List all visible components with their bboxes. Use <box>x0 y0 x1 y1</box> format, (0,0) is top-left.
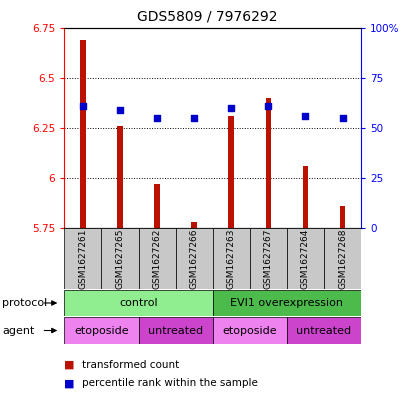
Text: EVI1 overexpression: EVI1 overexpression <box>230 298 343 308</box>
Text: untreated: untreated <box>296 325 352 336</box>
Text: GSM1627264: GSM1627264 <box>301 228 310 288</box>
Text: GSM1627268: GSM1627268 <box>338 228 347 288</box>
Point <box>117 107 123 113</box>
Text: transformed count: transformed count <box>82 360 179 370</box>
Text: GSM1627263: GSM1627263 <box>227 228 236 288</box>
Text: GDS5809 / 7976292: GDS5809 / 7976292 <box>137 10 278 24</box>
Text: GSM1627266: GSM1627266 <box>190 228 199 288</box>
Bar <box>213 228 250 289</box>
Bar <box>191 222 197 228</box>
Bar <box>101 228 139 289</box>
Bar <box>80 40 85 228</box>
Bar <box>287 228 324 289</box>
Text: GSM1627267: GSM1627267 <box>264 228 273 288</box>
Text: GSM1627265: GSM1627265 <box>115 228 124 288</box>
Bar <box>154 184 160 228</box>
Bar <box>213 317 287 344</box>
Point <box>154 115 160 121</box>
Text: ■: ■ <box>64 378 75 388</box>
Bar <box>228 116 234 228</box>
Bar <box>287 317 361 344</box>
Text: GSM1627262: GSM1627262 <box>153 228 161 288</box>
Text: etoposide: etoposide <box>74 325 129 336</box>
Bar <box>64 317 139 344</box>
Text: protocol: protocol <box>2 298 47 308</box>
Bar <box>64 228 101 289</box>
Text: ■: ■ <box>64 360 75 370</box>
Text: percentile rank within the sample: percentile rank within the sample <box>82 378 258 388</box>
Text: untreated: untreated <box>148 325 203 336</box>
Text: etoposide: etoposide <box>222 325 277 336</box>
Text: control: control <box>119 298 158 308</box>
Bar <box>303 166 308 228</box>
Text: GSM1627261: GSM1627261 <box>78 228 88 288</box>
Bar <box>266 97 271 228</box>
Bar <box>64 290 213 316</box>
Point <box>191 115 198 121</box>
Bar <box>139 317 213 344</box>
Bar <box>176 228 213 289</box>
Point <box>339 115 346 121</box>
Bar <box>117 126 123 228</box>
Bar <box>139 228 176 289</box>
Point <box>302 112 309 119</box>
Text: agent: agent <box>2 325 34 336</box>
Bar <box>324 228 361 289</box>
Point <box>80 103 86 109</box>
Bar <box>250 228 287 289</box>
Bar <box>213 290 361 316</box>
Bar <box>340 206 345 228</box>
Point <box>265 103 272 109</box>
Point <box>228 105 234 111</box>
